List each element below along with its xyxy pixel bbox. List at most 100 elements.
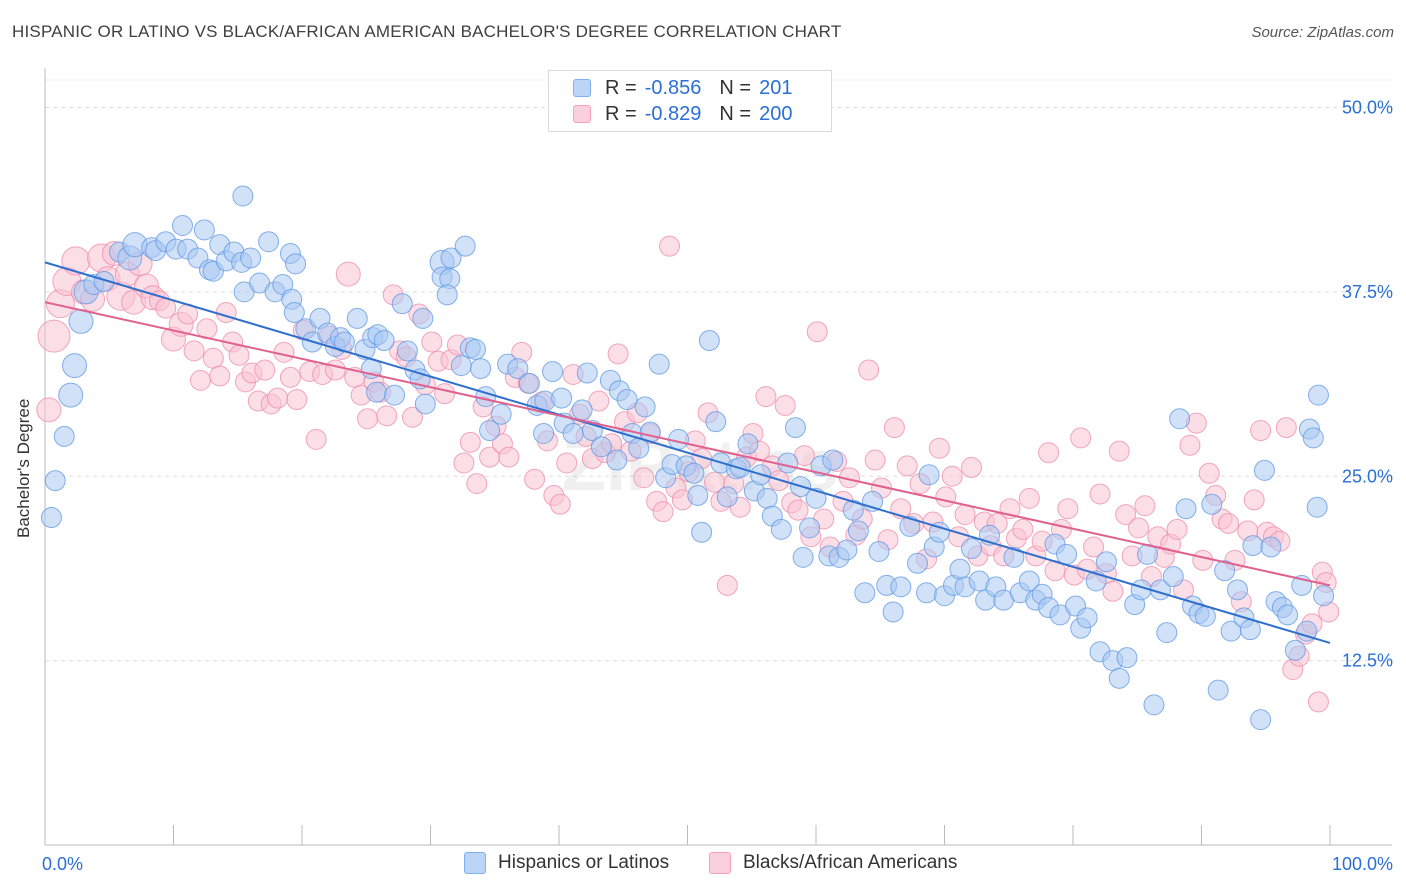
pink-point (1038, 442, 1060, 464)
pink-point (1018, 487, 1040, 509)
pink-point (935, 486, 957, 508)
pink-point (37, 319, 71, 353)
blue-point (634, 396, 656, 418)
pink-point (1192, 549, 1214, 571)
pink-point (36, 397, 62, 423)
blue-point (240, 247, 262, 269)
pink-point (305, 428, 327, 450)
legend-swatch-blue (573, 79, 591, 97)
blue-point (805, 487, 827, 509)
pink-point (202, 347, 224, 369)
pink-point (960, 456, 982, 478)
pink-point (1089, 483, 1111, 505)
blue-point (1194, 605, 1216, 627)
blue-point (1018, 570, 1040, 592)
legend-n-label: N = (719, 76, 752, 99)
pink-point (549, 493, 571, 515)
blue-point (854, 582, 876, 604)
blue-point (756, 487, 778, 509)
pink-point (1128, 517, 1150, 539)
blue-point (918, 464, 940, 486)
blue-point (784, 417, 806, 439)
blue-point (648, 353, 670, 375)
blue-point (384, 384, 406, 406)
pink-point (1057, 498, 1079, 520)
pink-point (209, 365, 231, 387)
blue-point (1277, 604, 1299, 626)
legend-label-blacks: Blacks/African Americans (743, 852, 958, 873)
legend-n-label: N = (719, 102, 752, 125)
x-tick-labels: 0.0% 100.0% (42, 854, 1393, 874)
blue-trend-line (44, 261, 1331, 644)
pink-point (1166, 518, 1188, 540)
blue-point (470, 358, 492, 380)
blue-point (1302, 427, 1324, 449)
legend-swatch-pink (709, 852, 731, 874)
blue-point (949, 558, 971, 580)
pink-point (1134, 495, 1156, 517)
blue-point (960, 538, 982, 560)
pink-point (1243, 489, 1265, 511)
blue-point (1306, 496, 1328, 518)
blue-point (716, 486, 738, 508)
blue-point (1175, 498, 1197, 520)
pink-point (716, 574, 738, 596)
blue-point (899, 515, 921, 537)
pink-point (858, 359, 880, 381)
blue-point (1296, 620, 1318, 642)
blue-point (799, 517, 821, 539)
pink-point (1217, 512, 1239, 534)
blue-point (792, 546, 814, 568)
blue-point (576, 362, 598, 384)
blue-point (1003, 546, 1025, 568)
legend-r-value: -0.829 (644, 102, 702, 125)
pink-point (1012, 518, 1034, 540)
blue-point (1108, 667, 1130, 689)
blue-points (40, 185, 1335, 731)
pink-point (883, 417, 905, 439)
blue-point (542, 361, 564, 383)
blue-point (1095, 551, 1117, 573)
pink-point (376, 405, 398, 427)
y-tick-label: 12.5% (1342, 651, 1393, 671)
blue-point (518, 372, 540, 394)
blue-point (836, 539, 858, 561)
legend-r-value: -0.856 (644, 76, 702, 99)
pink-point (1102, 580, 1124, 602)
pink-point (402, 406, 424, 428)
pink-point (607, 343, 629, 365)
blue-point (475, 386, 497, 408)
pink-point (279, 366, 301, 388)
blue-point (1239, 619, 1261, 641)
blue-point (571, 399, 593, 421)
blue-point (366, 381, 388, 403)
pink-point (941, 465, 963, 487)
pink-point (864, 449, 886, 471)
blue-point (1250, 709, 1272, 731)
blue-point (1260, 536, 1282, 558)
legend-swatch-blue (464, 852, 486, 874)
blue-point (58, 382, 84, 408)
y-tick-label: 25.0% (1342, 466, 1393, 486)
blue-point (616, 389, 638, 411)
blue-point (1207, 679, 1229, 701)
blue-point (928, 521, 950, 543)
pink-point (755, 386, 777, 408)
pink-point (556, 452, 578, 474)
pink-point (659, 235, 681, 257)
legend-row-pink: R = -0.829 N = 200 (573, 102, 792, 126)
blue-point (1307, 384, 1329, 406)
blue-point (1242, 535, 1264, 557)
pink-point (928, 437, 950, 459)
blue-point (93, 271, 115, 293)
blue-point (562, 422, 584, 444)
blue-point (1056, 543, 1078, 565)
legend-box: R = -0.856 N = 201 R = -0.829 N = 200 (548, 70, 832, 132)
blue-point (62, 353, 88, 379)
pink-point (324, 359, 346, 381)
pink-point (466, 473, 488, 495)
x-tick-label: 100.0% (1332, 854, 1393, 874)
pink-point (633, 467, 655, 489)
blue-point (1313, 585, 1335, 607)
